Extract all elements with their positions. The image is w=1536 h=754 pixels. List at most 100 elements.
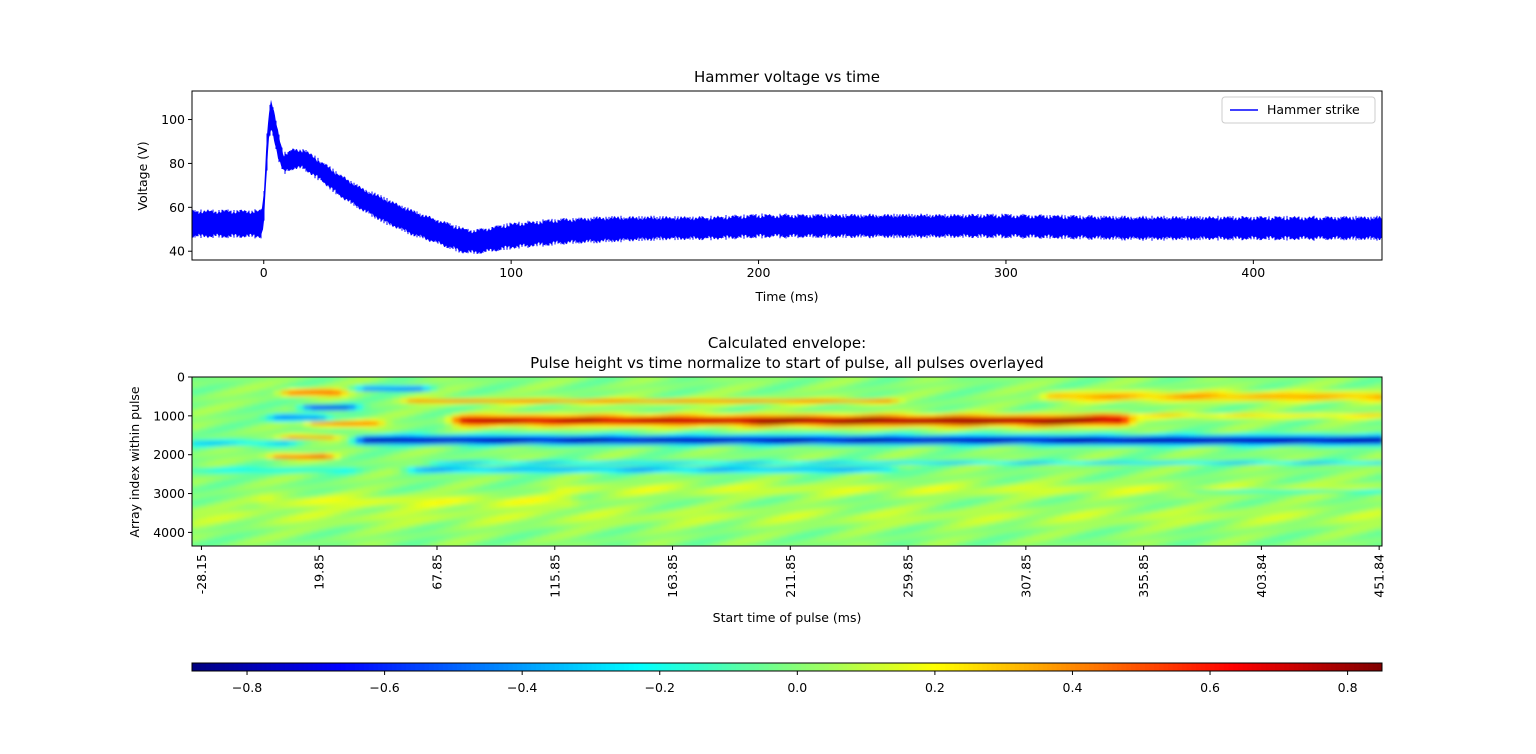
heatmap-cell [303,447,312,451]
heatmap-cell [325,427,334,432]
heatmap-cell [355,455,364,460]
heatmap-cell [496,430,505,434]
heatmap-cell [1010,407,1019,412]
heatmap-cell [1233,441,1242,446]
heatmap-cell [1248,453,1257,457]
heatmap-cell [846,416,855,420]
heatmap-cell [1203,441,1212,446]
heatmap-cell [199,461,208,465]
heatmap-cell [1248,396,1257,401]
heatmap-cell [415,399,424,403]
heatmap-cell [1136,407,1145,412]
heatmap-cell [1255,388,1264,392]
heatmap-cell [192,444,201,449]
heatmap-cell [541,393,550,398]
heatmap-cell [511,436,520,440]
heatmap-cell [705,410,714,415]
heatmap-cell [630,436,639,440]
heatmap-cell [757,444,766,449]
heatmap-cell [972,447,981,451]
heatmap-cell [318,427,327,432]
heatmap-cell [1084,377,1093,381]
heatmap-cell [809,396,818,401]
heatmap-cell [489,433,498,437]
heatmap-cell [1188,377,1197,381]
heatmap-cell [1367,424,1376,429]
heatmap-cell [935,441,944,446]
heatmap-cell [1099,438,1108,443]
heatmap-cell [556,416,565,420]
heatmap-cell [281,453,290,457]
heatmap-cell [1196,453,1205,457]
heatmap-cell [355,385,364,389]
heatmap-cell [586,393,595,398]
heatmap-cell [1077,438,1086,443]
heatmap-cell [1039,422,1048,426]
heatmap-cell [712,413,721,418]
heatmap-cell [809,391,818,395]
heatmap-cell [281,433,290,437]
heatmap-cell [578,413,587,418]
heatmap-cell [1315,391,1324,395]
heatmap-cell [311,407,320,412]
heatmap-cell [333,413,342,418]
heatmap-cell [444,455,453,460]
heatmap-cell [534,379,543,384]
heatmap-cell [965,441,974,446]
heatmap-cell [1203,447,1212,451]
heatmap-cell [1069,382,1078,387]
heatmap-cell [906,433,915,437]
heatmap-cell [452,385,461,389]
heatmap-cell [363,416,372,420]
heatmap-cell [943,424,952,429]
heatmap-cell [1099,393,1108,398]
heatmap-cell [467,422,476,426]
heatmap-cell [846,433,855,437]
heatmap-cell [742,407,751,412]
heatmap-cell [1173,379,1182,384]
heatmap-cell [311,402,320,406]
heatmap-cell [526,399,535,403]
heatmap-cell [400,461,409,465]
heatmap-cell [653,413,662,418]
heatmap-cell [489,377,498,381]
heatmap-cell [1196,461,1205,465]
heatmap-cell [1248,422,1257,426]
heatmap-cell [1047,433,1056,437]
heatmap-cell [1121,455,1130,460]
heatmap-cell [705,385,714,389]
heatmap-cell [266,413,275,418]
heatmap-cell [1144,430,1153,434]
heatmap-cell [787,416,796,420]
heatmap-cell [660,430,669,434]
heatmap-cell [809,430,818,434]
heatmap-cell [281,405,290,409]
heatmap-cell [853,377,862,381]
heatmap-cell [1315,436,1324,440]
heatmap-cell [586,413,595,418]
heatmap-cell [415,450,424,454]
heatmap-cell [972,391,981,395]
heatmap-cell [1062,396,1071,401]
heatmap-cell [1225,391,1234,395]
heatmap-cell [296,399,305,403]
heatmap-cell [244,461,253,465]
heatmap-cell [645,450,654,454]
heatmap-cell [1367,444,1376,449]
heatmap-cell [675,402,684,406]
heatmap-cell [1352,385,1361,389]
heatmap-cell [853,379,862,384]
heatmap-cell [199,410,208,415]
heatmap-cell [883,399,892,403]
heatmap-cell [549,433,558,437]
heatmap-cell [236,388,245,392]
heatmap-cell [630,377,639,381]
heatmap-cell [1114,453,1123,457]
heatmap-cell [311,391,320,395]
heatmap-cell [816,377,825,381]
heatmap-cell [757,413,766,418]
heatmap-cell [1270,382,1279,387]
heatmap-cell [1367,427,1376,432]
heatmap-cell [1285,385,1294,389]
heatmap-cell [392,424,401,429]
